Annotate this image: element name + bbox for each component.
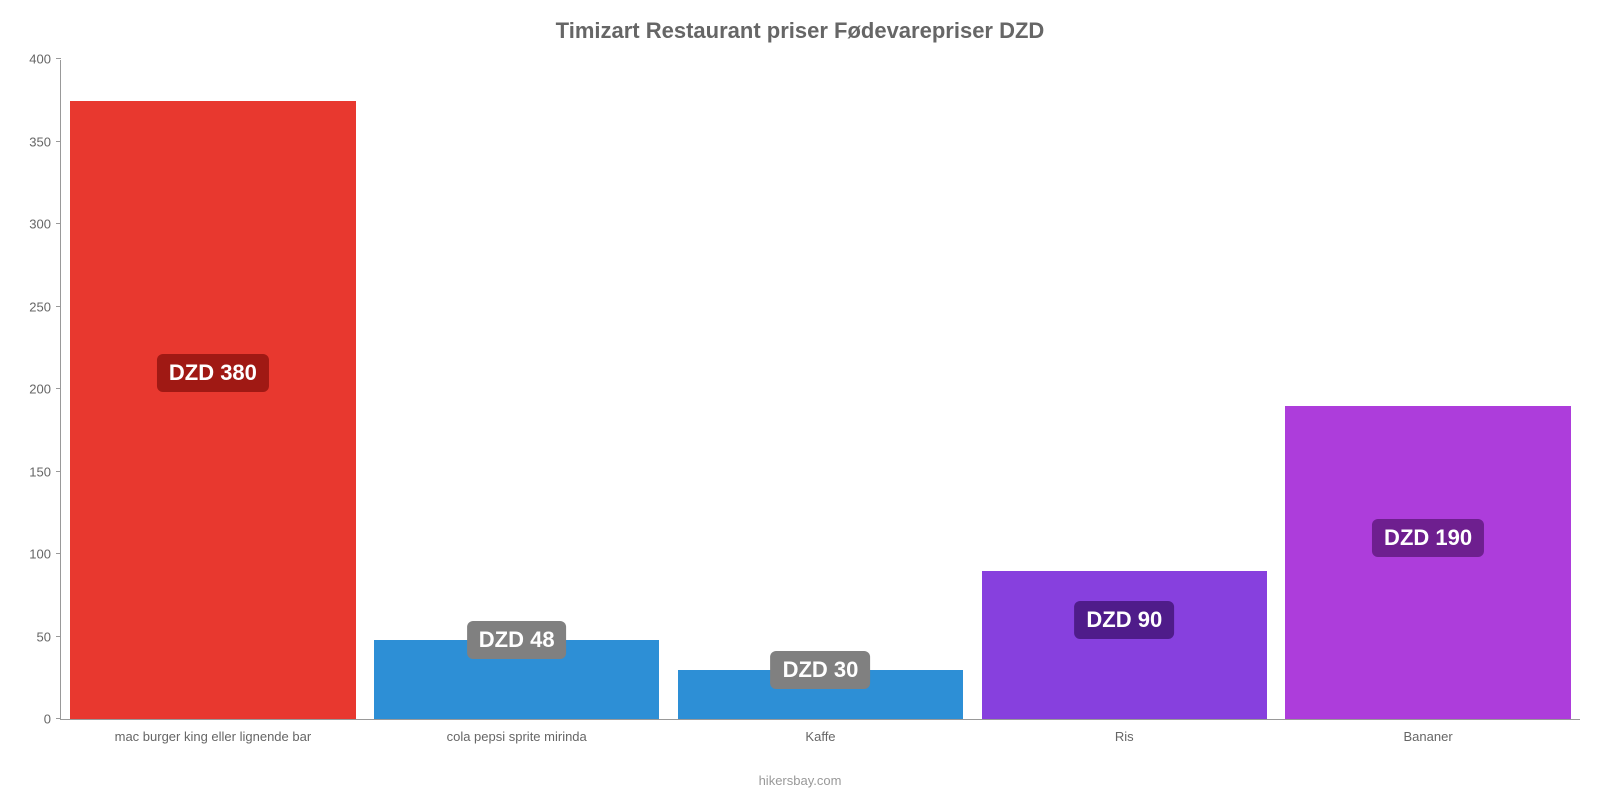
bar-slot: DZD 380mac burger king eller lignende ba…	[61, 60, 365, 719]
y-tick-mark	[56, 306, 61, 307]
y-tick-mark	[56, 553, 61, 554]
x-category-label: cola pepsi sprite mirinda	[447, 719, 587, 744]
y-tick-mark	[56, 388, 61, 389]
bar	[70, 101, 356, 719]
y-tick-mark	[56, 718, 61, 719]
y-tick-mark	[56, 58, 61, 59]
bar	[982, 571, 1268, 719]
y-tick-label: 0	[44, 712, 61, 727]
bar-value-label: DZD 190	[1372, 519, 1484, 557]
y-tick-label: 200	[29, 382, 61, 397]
bar-slot: DZD 48cola pepsi sprite mirinda	[365, 60, 669, 719]
y-tick-mark	[56, 471, 61, 472]
chart-container: Timizart Restaurant priser Fødevareprise…	[0, 0, 1600, 800]
bar-value-label: DZD 48	[467, 621, 567, 659]
y-tick-mark	[56, 223, 61, 224]
y-tick-label: 250	[29, 299, 61, 314]
bar-value-label: DZD 380	[157, 354, 269, 392]
plot-area: DZD 380mac burger king eller lignende ba…	[60, 60, 1580, 720]
bar-slot: DZD 190Bananer	[1276, 60, 1580, 719]
bars-row: DZD 380mac burger king eller lignende ba…	[61, 60, 1580, 719]
y-tick-label: 400	[29, 52, 61, 67]
y-tick-label: 350	[29, 134, 61, 149]
x-category-label: mac burger king eller lignende bar	[115, 719, 312, 744]
y-tick-label: 300	[29, 217, 61, 232]
bar-slot: DZD 90Ris	[972, 60, 1276, 719]
y-tick-mark	[56, 141, 61, 142]
bar-value-label: DZD 90	[1074, 601, 1174, 639]
x-category-label: Bananer	[1404, 719, 1453, 744]
chart-footer: hikersbay.com	[0, 773, 1600, 788]
bar	[1285, 406, 1571, 719]
bar-slot: DZD 30Kaffe	[669, 60, 973, 719]
chart-title: Timizart Restaurant priser Fødevareprise…	[0, 18, 1600, 44]
y-tick-mark	[56, 636, 61, 637]
x-category-label: Kaffe	[805, 719, 835, 744]
bar-value-label: DZD 30	[771, 651, 871, 689]
y-tick-label: 150	[29, 464, 61, 479]
y-tick-label: 100	[29, 547, 61, 562]
x-category-label: Ris	[1115, 719, 1134, 744]
y-tick-label: 50	[37, 629, 61, 644]
